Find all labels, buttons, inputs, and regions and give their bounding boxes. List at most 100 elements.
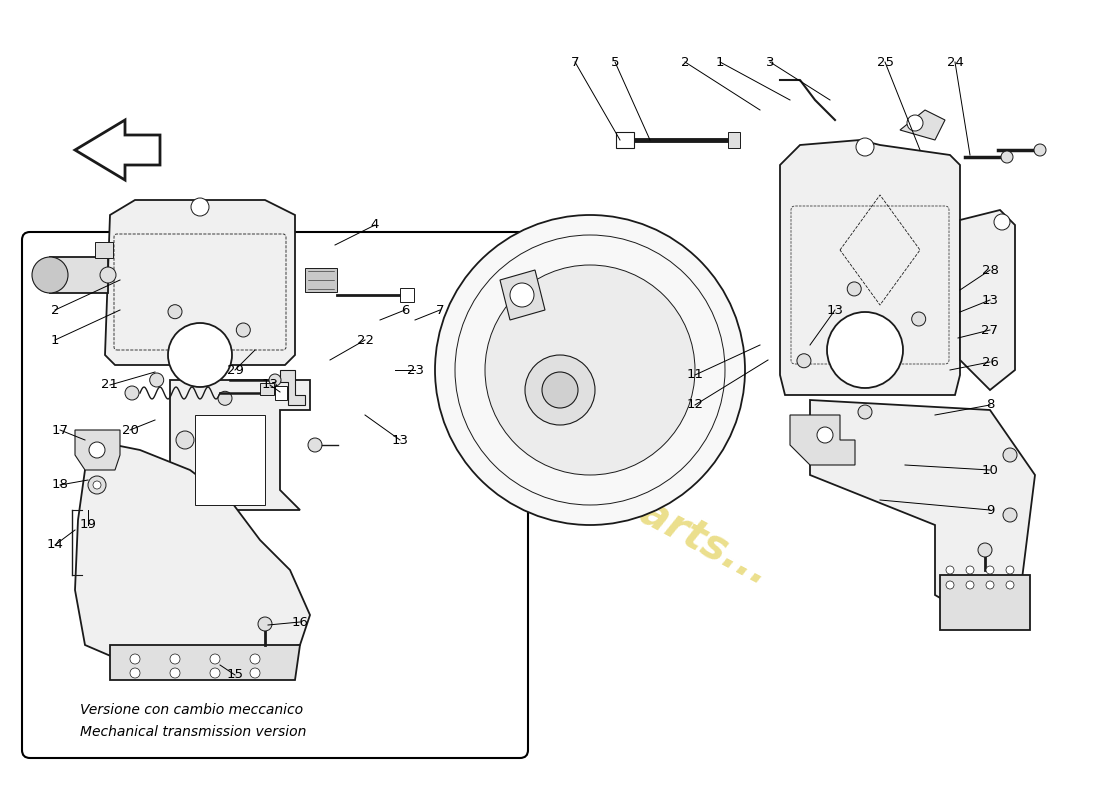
Circle shape xyxy=(978,543,992,557)
Polygon shape xyxy=(75,120,160,180)
Circle shape xyxy=(1003,448,1018,462)
Text: 5: 5 xyxy=(610,55,619,69)
Text: 1: 1 xyxy=(716,55,724,69)
Circle shape xyxy=(150,373,164,387)
Text: 4: 4 xyxy=(371,218,380,231)
Text: Versione con cambio meccanico: Versione con cambio meccanico xyxy=(80,703,304,717)
Text: 29: 29 xyxy=(227,363,243,377)
Text: 22: 22 xyxy=(356,334,374,346)
Circle shape xyxy=(986,581,994,589)
Circle shape xyxy=(542,372,578,408)
Circle shape xyxy=(170,668,180,678)
Circle shape xyxy=(250,668,260,678)
Text: 20: 20 xyxy=(122,423,139,437)
Text: 7: 7 xyxy=(436,303,444,317)
Circle shape xyxy=(1034,144,1046,156)
FancyBboxPatch shape xyxy=(22,232,528,758)
Circle shape xyxy=(130,654,140,664)
Text: 12: 12 xyxy=(686,398,704,411)
Polygon shape xyxy=(280,370,305,405)
Circle shape xyxy=(817,427,833,443)
Circle shape xyxy=(1003,508,1018,522)
Text: 14: 14 xyxy=(46,538,64,551)
Circle shape xyxy=(236,323,251,337)
Text: 23: 23 xyxy=(407,363,424,377)
Circle shape xyxy=(946,566,954,574)
Text: 13: 13 xyxy=(392,434,408,446)
Circle shape xyxy=(308,438,322,452)
Polygon shape xyxy=(810,400,1035,615)
Circle shape xyxy=(168,305,182,318)
Text: 19: 19 xyxy=(79,518,97,531)
Circle shape xyxy=(210,654,220,664)
Bar xyxy=(305,268,337,292)
Text: passion for parts...: passion for parts... xyxy=(363,346,777,594)
Circle shape xyxy=(210,668,220,678)
Bar xyxy=(260,383,274,395)
Circle shape xyxy=(176,431,194,449)
Polygon shape xyxy=(790,415,855,465)
Text: 15: 15 xyxy=(227,669,243,682)
Circle shape xyxy=(856,138,875,156)
Text: 13: 13 xyxy=(981,294,999,306)
Circle shape xyxy=(88,476,106,494)
Circle shape xyxy=(966,581,974,589)
Bar xyxy=(195,415,265,505)
Text: Mechanical transmission version: Mechanical transmission version xyxy=(80,725,307,739)
Text: 13: 13 xyxy=(262,378,278,391)
Bar xyxy=(728,132,740,148)
Circle shape xyxy=(485,265,695,475)
Text: 3: 3 xyxy=(766,55,774,69)
Circle shape xyxy=(218,391,232,406)
Circle shape xyxy=(1006,581,1014,589)
Text: 10: 10 xyxy=(981,463,999,477)
Polygon shape xyxy=(75,430,120,470)
Bar xyxy=(275,386,287,400)
Polygon shape xyxy=(960,210,1015,390)
Text: 13: 13 xyxy=(826,303,844,317)
Circle shape xyxy=(258,617,272,631)
Circle shape xyxy=(1001,151,1013,163)
Polygon shape xyxy=(500,270,544,320)
Text: 21: 21 xyxy=(101,378,119,391)
Polygon shape xyxy=(170,380,310,510)
Polygon shape xyxy=(110,645,300,680)
Circle shape xyxy=(986,566,994,574)
Text: 11: 11 xyxy=(686,369,704,382)
Bar xyxy=(95,242,113,258)
Text: 26: 26 xyxy=(981,355,999,369)
Circle shape xyxy=(858,405,872,419)
Circle shape xyxy=(94,481,101,489)
Text: 7: 7 xyxy=(571,55,580,69)
Circle shape xyxy=(525,355,595,425)
Bar xyxy=(400,288,414,302)
Circle shape xyxy=(89,442,104,458)
Circle shape xyxy=(270,374,280,386)
Bar xyxy=(50,257,108,293)
Circle shape xyxy=(32,257,68,293)
Circle shape xyxy=(191,198,209,216)
Text: 25: 25 xyxy=(877,55,893,69)
Text: 18: 18 xyxy=(52,478,68,491)
Circle shape xyxy=(125,386,139,400)
Polygon shape xyxy=(104,200,295,365)
Circle shape xyxy=(170,654,180,664)
Circle shape xyxy=(130,668,140,678)
Circle shape xyxy=(434,215,745,525)
Text: 6: 6 xyxy=(400,303,409,317)
Polygon shape xyxy=(780,140,960,395)
Circle shape xyxy=(168,323,232,387)
Text: 2: 2 xyxy=(681,55,690,69)
Text: 2: 2 xyxy=(51,303,59,317)
Text: 1: 1 xyxy=(51,334,59,346)
Polygon shape xyxy=(940,575,1030,630)
Circle shape xyxy=(827,312,903,388)
Circle shape xyxy=(908,115,923,131)
Circle shape xyxy=(966,566,974,574)
Text: 17: 17 xyxy=(52,423,68,437)
Circle shape xyxy=(510,283,534,307)
Circle shape xyxy=(912,312,926,326)
Text: 9: 9 xyxy=(986,503,994,517)
Circle shape xyxy=(250,654,260,664)
Text: 24: 24 xyxy=(947,55,964,69)
